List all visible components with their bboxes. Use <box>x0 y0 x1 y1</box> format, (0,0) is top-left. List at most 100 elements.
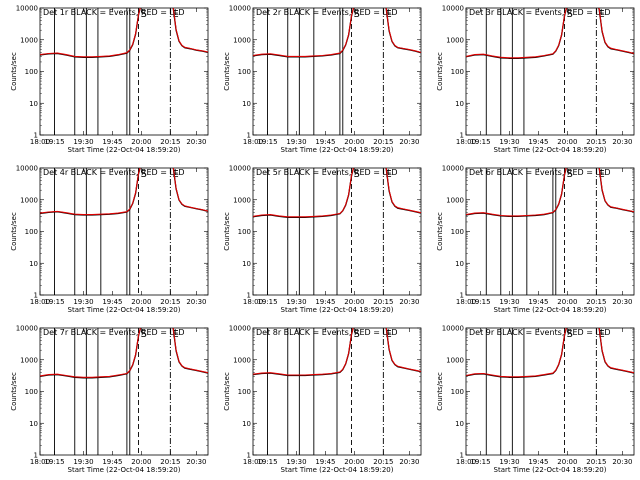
y-tick-label: 100 <box>25 68 38 76</box>
x-tick-label: 20:15 <box>586 298 606 306</box>
y-tick-label: 10 <box>242 100 251 108</box>
x-tick-label: 18:00 <box>243 458 263 466</box>
start-marker-label: S <box>353 9 359 20</box>
x-tick-label: 20:00 <box>557 298 577 306</box>
y-tick-label: 10 <box>455 260 464 268</box>
x-tick-label: 19:15 <box>470 298 490 306</box>
y-tick-label: 10 <box>455 100 464 108</box>
lld-series <box>466 168 634 217</box>
y-tick-label: 10 <box>29 260 38 268</box>
panel-1: Det 1r BLACK = Events, RED = LLD 1 10 100 10… <box>10 5 209 154</box>
y-tick-label: 1 <box>247 292 251 300</box>
x-tick-label: 19:45 <box>102 298 122 306</box>
start-marker-label: S <box>353 169 359 180</box>
panel-title: Det 4r BLACK = Events, RED = LLD <box>43 168 185 177</box>
x-tick-label: 19:15 <box>44 458 64 466</box>
y-axis-label: Counts/sec <box>223 372 231 411</box>
start-marker-label: S <box>140 9 146 20</box>
y-tick-label: 100 <box>238 388 251 396</box>
x-tick-label: 19:45 <box>528 298 548 306</box>
start-marker-label: S <box>140 329 146 340</box>
panel-4: Det 4r BLACK = Events, RED = LLD 1 10 100 10… <box>10 165 209 314</box>
y-tick-label: 10 <box>242 420 251 428</box>
x-tick-label: 20:15 <box>373 298 393 306</box>
end-marker-label: E <box>598 9 604 20</box>
x-tick-label: 18:00 <box>30 298 50 306</box>
x-tick-label: 18:00 <box>30 458 50 466</box>
x-axis-label: Start Time (22-Oct-04 18:59:20) <box>68 466 181 474</box>
x-tick-label: 20:00 <box>131 138 151 146</box>
x-tick-label: 20:30 <box>186 458 206 466</box>
plot-frame <box>252 7 422 136</box>
x-tick-label: 20:15 <box>160 138 180 146</box>
x-tick-label: 18:00 <box>456 298 476 306</box>
x-tick-label: 20:30 <box>186 138 206 146</box>
x-tick-label: 19:30 <box>499 458 519 466</box>
plot-frame <box>39 7 209 136</box>
panel-3: Det 3r BLACK = Events, RED = LLD 1 10 100 10… <box>436 5 635 154</box>
x-tick-label: 19:15 <box>44 298 64 306</box>
panel-6: Det 6r BLACK = Events, RED = LLD 1 10 100 10… <box>436 165 635 314</box>
x-tick-label: 19:15 <box>257 458 277 466</box>
x-tick-label: 20:15 <box>586 458 606 466</box>
x-tick-label: 18:00 <box>30 138 50 146</box>
panel-title: Det 9r BLACK = Events, RED = LLD <box>469 328 611 337</box>
x-tick-label: 18:00 <box>243 138 263 146</box>
x-tick-label: 19:45 <box>315 138 335 146</box>
lld-series <box>466 328 634 378</box>
x-axis-label: Start Time (22-Oct-04 18:59:20) <box>68 146 181 154</box>
end-marker-label: E <box>598 329 604 340</box>
panel-title: Det 7r BLACK = Events, RED = LLD <box>43 328 185 337</box>
x-axis-label: Start Time (22-Oct-04 18:59:20) <box>281 306 394 314</box>
y-tick-label: 10 <box>29 420 38 428</box>
y-tick-label: 1 <box>247 452 251 460</box>
panel-title: Det 5r BLACK = Events, RED = LLD <box>256 168 398 177</box>
x-tick-label: 20:00 <box>344 458 364 466</box>
x-tick-label: 20:00 <box>557 458 577 466</box>
y-tick-label: 1 <box>34 292 38 300</box>
y-tick-label: 1 <box>34 132 38 140</box>
y-tick-label: 10000 <box>442 5 464 13</box>
y-tick-label: 10000 <box>16 325 38 333</box>
y-tick-label: 100 <box>25 388 38 396</box>
x-tick-label: 20:30 <box>612 138 632 146</box>
panel-8: Det 8r BLACK = Events, RED = LLD 1 10 100 10… <box>223 325 422 474</box>
x-tick-label: 20:15 <box>160 458 180 466</box>
x-tick-label: 19:45 <box>102 458 122 466</box>
x-axis-label: Start Time (22-Oct-04 18:59:20) <box>494 466 607 474</box>
x-tick-label: 19:45 <box>315 458 335 466</box>
x-tick-label: 19:15 <box>470 458 490 466</box>
x-tick-label: 19:30 <box>286 298 306 306</box>
end-marker-label: E <box>172 9 178 20</box>
y-tick-label: 10000 <box>229 5 251 13</box>
end-marker-label: E <box>385 329 391 340</box>
start-marker-label: S <box>140 169 146 180</box>
y-tick-label: 100 <box>238 68 251 76</box>
y-tick-label: 1 <box>460 452 464 460</box>
x-tick-label: 19:15 <box>470 138 490 146</box>
y-tick-label: 1 <box>460 292 464 300</box>
end-marker-label: E <box>385 9 391 20</box>
start-marker-label: S <box>566 329 572 340</box>
plot-frame <box>39 327 209 456</box>
y-tick-label: 1000 <box>233 36 251 44</box>
x-tick-label: 20:00 <box>344 138 364 146</box>
start-marker-label: S <box>566 169 572 180</box>
end-marker-label: E <box>172 329 178 340</box>
y-tick-label: 100 <box>451 228 464 236</box>
y-tick-label: 1000 <box>233 356 251 364</box>
y-tick-label: 10000 <box>229 325 251 333</box>
x-axis-label: Start Time (22-Oct-04 18:59:20) <box>281 146 394 154</box>
x-tick-label: 19:30 <box>286 138 306 146</box>
y-tick-label: 100 <box>451 68 464 76</box>
x-axis-label: Start Time (22-Oct-04 18:59:20) <box>281 466 394 474</box>
y-tick-label: 1 <box>460 132 464 140</box>
y-tick-label: 10 <box>242 260 251 268</box>
y-tick-label: 10000 <box>442 165 464 173</box>
plot-frame <box>465 7 635 136</box>
y-tick-label: 100 <box>25 228 38 236</box>
x-tick-label: 20:00 <box>344 298 364 306</box>
x-axis-label: Start Time (22-Oct-04 18:59:20) <box>494 306 607 314</box>
start-marker-label: S <box>566 9 572 20</box>
y-tick-label: 1000 <box>446 356 464 364</box>
